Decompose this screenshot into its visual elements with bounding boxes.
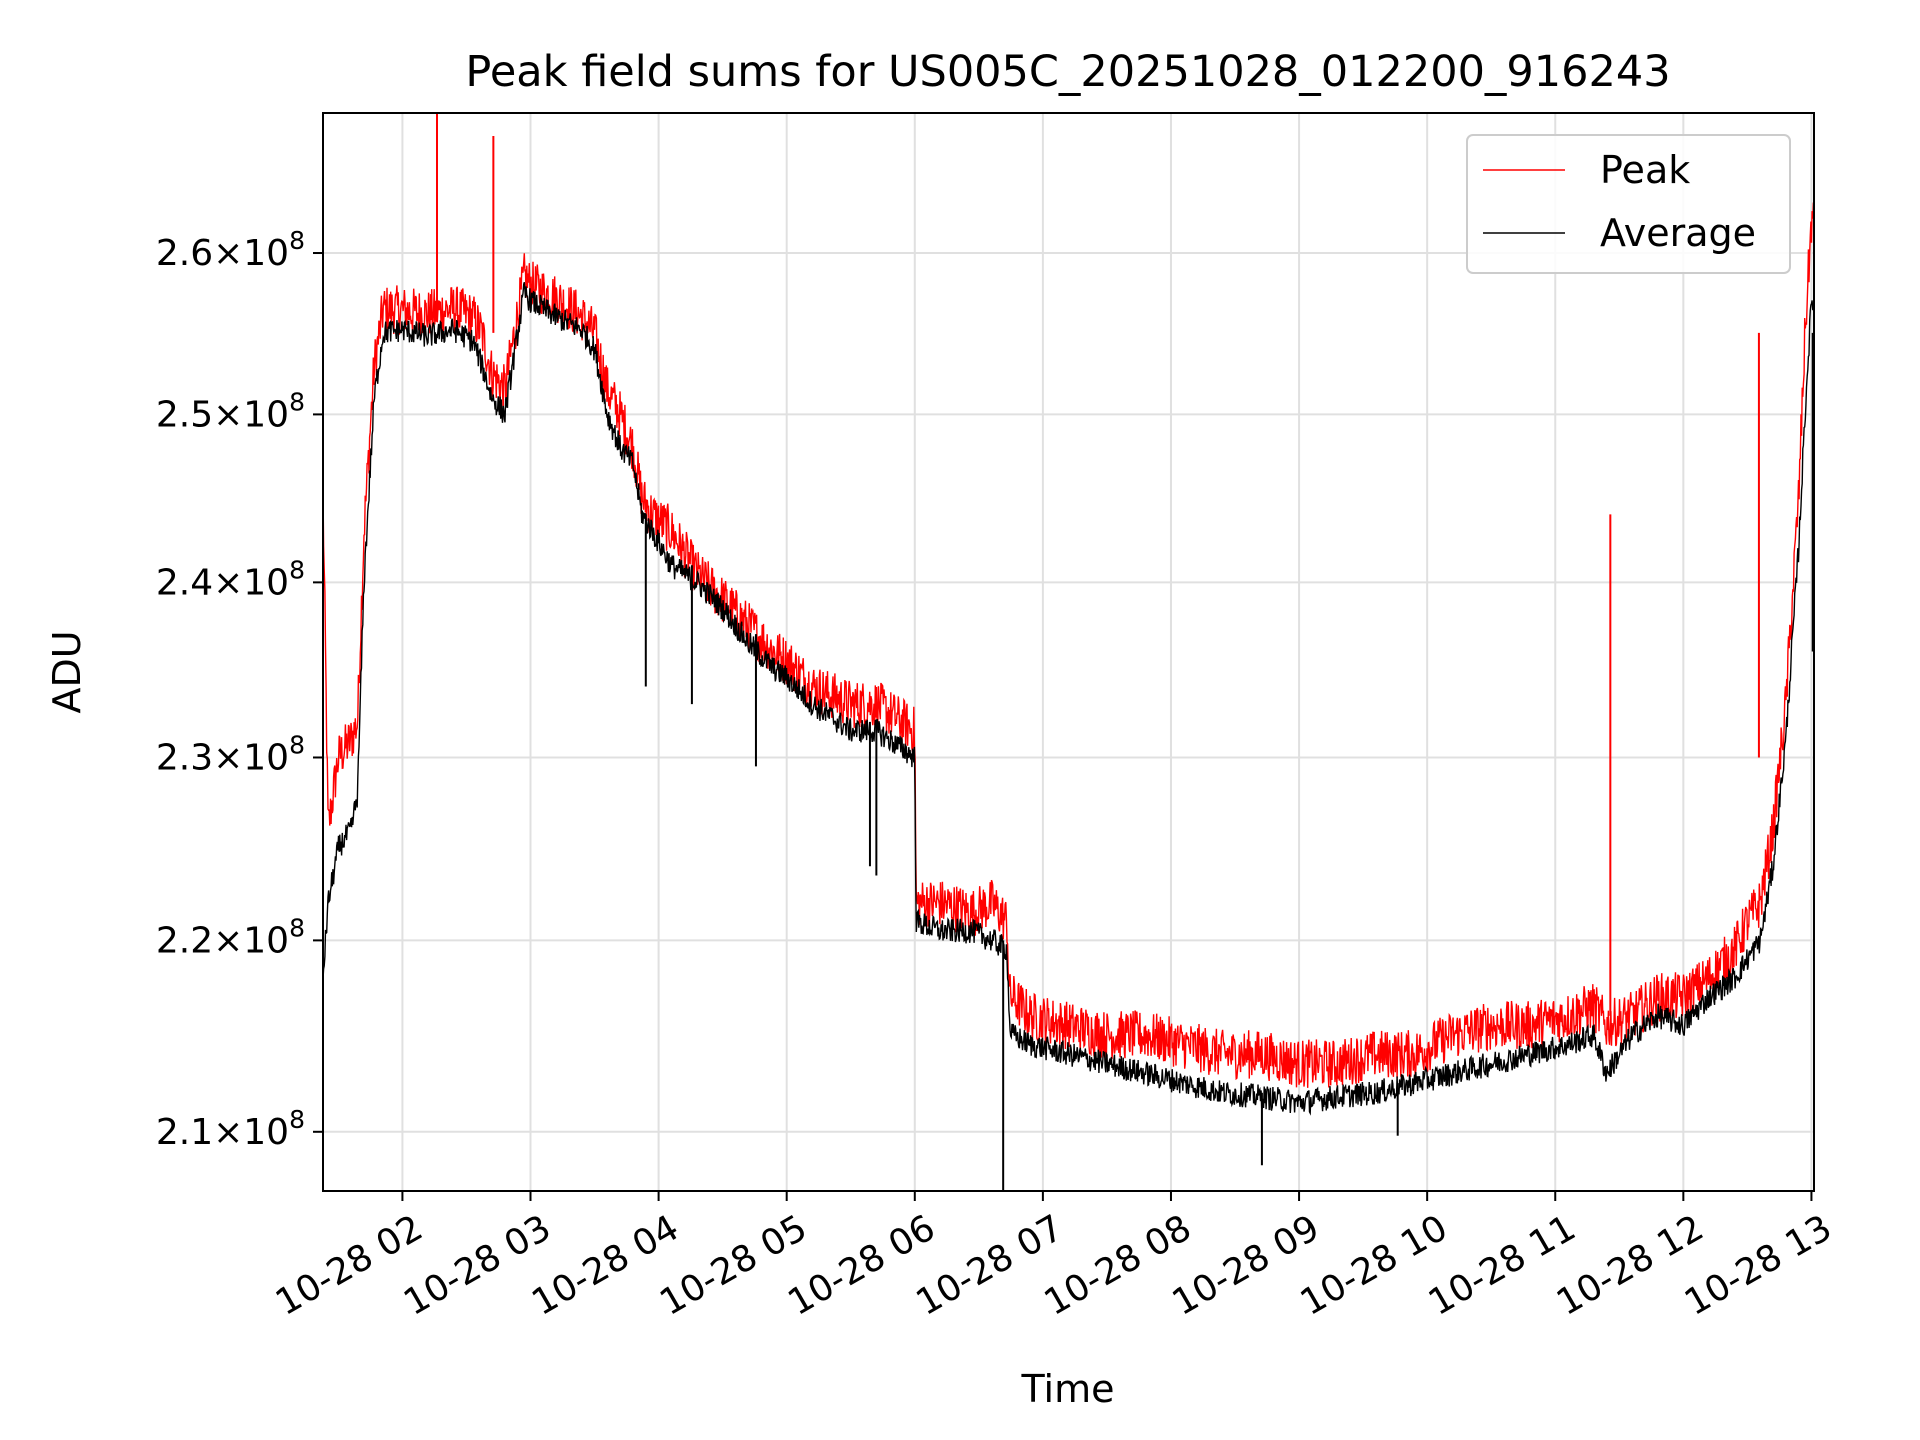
legend: Peak Average <box>1466 134 1791 274</box>
y-tick-label: 2.4×108 <box>156 555 305 603</box>
y-tick-label: 2.3×108 <box>156 730 305 778</box>
legend-peak-label: Peak <box>1600 148 1690 192</box>
x-axis-label: Time <box>1021 1367 1115 1411</box>
y-tick-label: 2.1×108 <box>156 1105 305 1153</box>
grid-lines <box>323 113 1814 1191</box>
y-axis-label: ADU <box>45 630 89 713</box>
legend-average-label: Average <box>1600 211 1756 255</box>
y-axis-ticks: 2.1×108 2.2×108 2.3×108 2.4×108 2.5×108 2.6×1… <box>156 226 323 1153</box>
average-series-line <box>323 282 1814 1116</box>
y-tick-label: 2.2×108 <box>156 913 305 961</box>
plot-series-group <box>323 113 1814 1191</box>
y-tick-label: 2.6×108 <box>156 226 305 274</box>
y-tick-label: 2.5×108 <box>156 387 305 435</box>
chart-title: Peak field sums for US005C_20251028_0122… <box>465 47 1670 97</box>
series-spikes <box>436 113 1814 1191</box>
peak-series-line <box>323 202 1814 1088</box>
plot-frame <box>322 112 1815 1192</box>
